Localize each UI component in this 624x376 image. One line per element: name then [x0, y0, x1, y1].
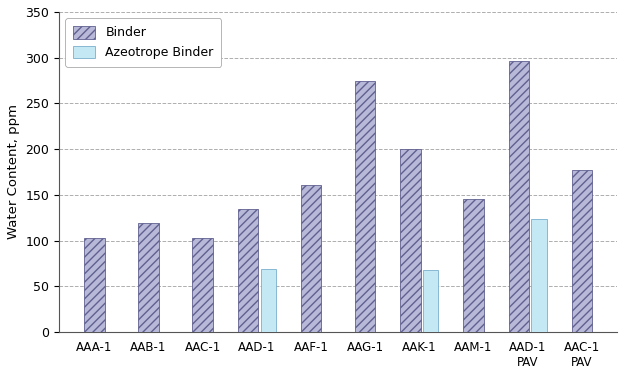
Bar	[138, 223, 158, 332]
Bar	[301, 185, 321, 332]
Bar	[463, 199, 484, 332]
Bar	[84, 238, 105, 332]
Bar	[238, 209, 258, 332]
Bar	[572, 170, 592, 332]
Bar	[532, 218, 547, 332]
Bar	[192, 238, 213, 332]
Y-axis label: Water Content, ppm: Water Content, ppm	[7, 105, 20, 240]
Bar	[509, 61, 529, 332]
Bar	[261, 269, 276, 332]
Bar	[401, 149, 421, 332]
Bar	[423, 270, 438, 332]
Bar	[355, 82, 376, 332]
Legend: Binder, Azeotrope Binder: Binder, Azeotrope Binder	[66, 18, 221, 67]
